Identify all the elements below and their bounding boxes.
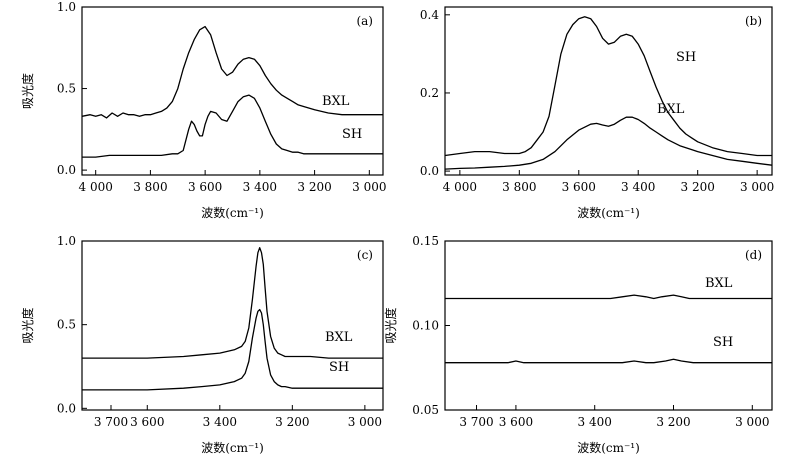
y-tick-label: 0.5 xyxy=(57,318,76,332)
x-tick-label: 3 200 xyxy=(297,180,331,194)
panel-c: 3 700 3 600 3 400 3 200 3 000 0.0 0.5 1.0 波数(cm⁻… xyxy=(20,234,384,455)
x-tick-label: 3 000 xyxy=(740,180,774,194)
series-label-sh: SH xyxy=(329,360,349,375)
y-tick-label: 1.0 xyxy=(57,234,76,248)
series-line-sh xyxy=(445,358,772,364)
series-label-sh: SH xyxy=(342,127,362,142)
y-tick-label: 0.5 xyxy=(57,82,76,96)
panel-a: 4 000 3 800 3 600 3 400 3 200 3 000 0.0 0.5 1.0 波… xyxy=(20,0,386,220)
y-tick-label: 1.0 xyxy=(57,0,76,14)
plot-frame xyxy=(81,240,384,411)
x-axis-title: 波数(cm⁻¹) xyxy=(201,205,264,220)
y-tick-label: 0.05 xyxy=(412,403,439,417)
x-tick-label: 3 000 xyxy=(735,415,769,429)
series-label-bxl: BXL xyxy=(657,102,685,117)
series-line-sh xyxy=(82,94,383,158)
series-line-bxl xyxy=(82,247,383,359)
x-tick-label: 3 400 xyxy=(203,415,237,429)
x-tick-label: 3 200 xyxy=(275,415,309,429)
series-label-bxl: BXL xyxy=(325,330,353,345)
y-tick-label: 0.0 xyxy=(57,163,76,177)
series-label-bxl: BXL xyxy=(705,276,733,291)
y-tick-label: 0.0 xyxy=(57,401,76,415)
x-tick-label: 3 800 xyxy=(502,180,536,194)
series-line-bxl xyxy=(445,294,772,300)
x-tick-label: 3 200 xyxy=(656,415,690,429)
plot-frame xyxy=(444,6,773,176)
plot-frame xyxy=(444,240,773,411)
y-tick-label: 0.0 xyxy=(420,164,439,178)
x-tick-label: 3 800 xyxy=(133,180,167,194)
y-tick-label: 0.15 xyxy=(412,234,439,248)
x-tick-label: 3 400 xyxy=(578,415,612,429)
x-tick-label: 3 400 xyxy=(621,180,655,194)
x-tick-label: 3 600 xyxy=(188,180,222,194)
x-tick-label: 4 000 xyxy=(79,180,113,194)
x-tick-label: 3 700 xyxy=(94,415,128,429)
series-line-bxl xyxy=(81,25,383,119)
x-tick-label: 3 400 xyxy=(243,180,277,194)
y-tick-label: 0.2 xyxy=(420,86,439,100)
x-tick-label: 3 600 xyxy=(130,415,164,429)
panel-label: (b) xyxy=(745,14,762,28)
y-axis-title: 吸光度 xyxy=(20,307,35,343)
x-tick-label: 3 700 xyxy=(459,415,493,429)
x-axis-title: 波数(cm⁻¹) xyxy=(201,440,264,455)
y-tick-label: 0.4 xyxy=(420,8,439,22)
x-axis-title: 波数(cm⁻¹) xyxy=(577,440,640,455)
panel-label: (d) xyxy=(745,248,762,262)
y-axis-title: 吸光度 xyxy=(383,307,398,343)
y-tick-label: 0.10 xyxy=(412,319,439,333)
series-line-bxl xyxy=(444,116,773,170)
x-tick-label: 3 000 xyxy=(352,180,386,194)
x-tick-label: 3 600 xyxy=(499,415,533,429)
x-tick-label: 4 000 xyxy=(443,180,477,194)
x-tick-label: 3 600 xyxy=(562,180,596,194)
series-label-sh: SH xyxy=(713,335,733,350)
panel-label: (c) xyxy=(357,248,373,262)
panel-label: (a) xyxy=(356,14,373,28)
panel-d: 3 700 3 600 3 400 3 200 3 000 0.05 0.10 0.15 波数(… xyxy=(383,234,773,455)
series-line-sh xyxy=(444,16,772,157)
series-label-bxl: BXL xyxy=(322,94,350,109)
x-tick-label: 3 000 xyxy=(348,415,382,429)
series-label-sh: SH xyxy=(676,50,696,65)
series-line-sh xyxy=(82,308,383,391)
x-tick-label: 3 200 xyxy=(681,180,715,194)
panel-b: 4 000 3 800 3 600 3 400 3 200 3 000 0.0 0.2 0.4 波… xyxy=(420,6,774,220)
x-axis-title: 波数(cm⁻¹) xyxy=(577,205,640,220)
plot-frame xyxy=(81,6,384,176)
y-axis-title: 吸光度 xyxy=(20,73,35,109)
